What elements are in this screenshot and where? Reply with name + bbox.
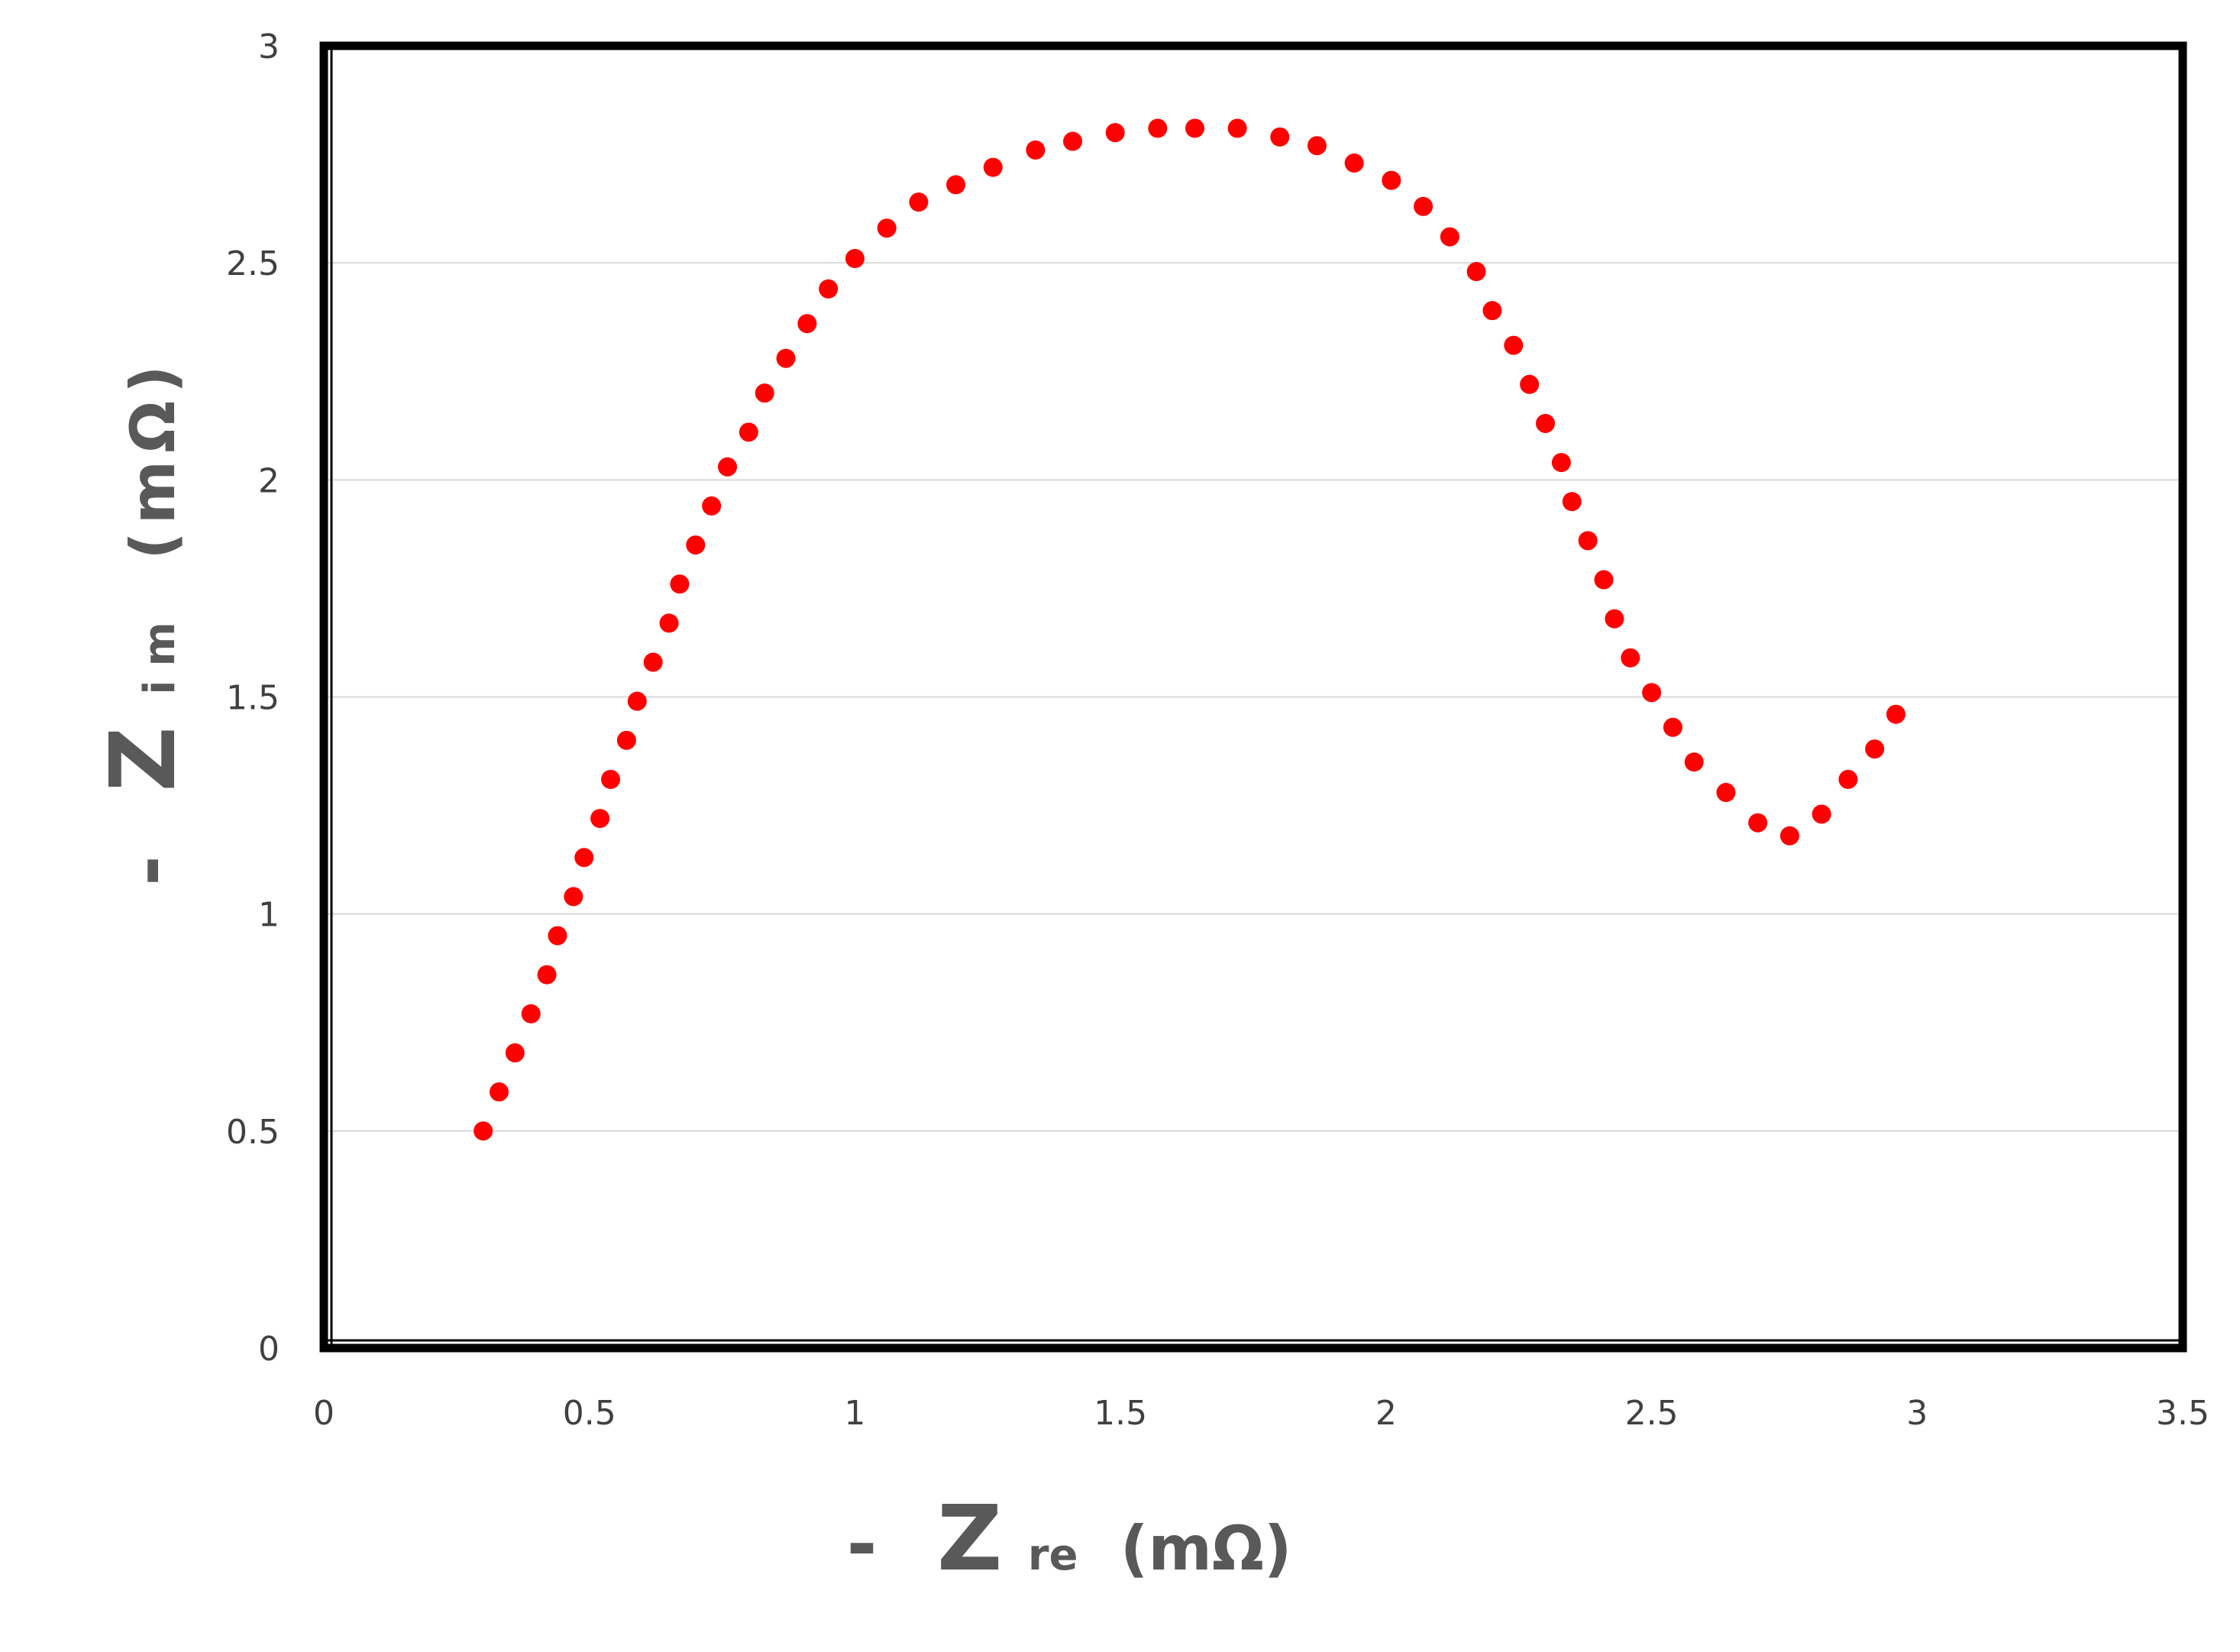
y-tick-label: 0 bbox=[258, 1330, 280, 1369]
y-tick-label: 2.5 bbox=[226, 244, 280, 283]
data-point bbox=[1621, 648, 1640, 668]
data-point bbox=[1886, 704, 1905, 724]
data-point bbox=[739, 422, 758, 442]
x-tick-label: 0.5 bbox=[563, 1394, 616, 1433]
data-point bbox=[1779, 826, 1799, 845]
data-point bbox=[1838, 769, 1858, 789]
data-point bbox=[590, 809, 610, 829]
y-tick-label: 1.5 bbox=[226, 679, 280, 718]
data-point bbox=[1520, 374, 1540, 394]
y-axis-title: - Z im (mΩ) bbox=[90, 357, 196, 886]
data-point bbox=[670, 574, 690, 594]
data-point bbox=[521, 1004, 541, 1023]
data-point bbox=[946, 175, 966, 195]
data-point bbox=[564, 887, 583, 907]
x-axis-title-prefix: - bbox=[847, 1502, 878, 1587]
y-tick-label: 1 bbox=[258, 896, 280, 935]
data-point bbox=[1684, 752, 1704, 772]
data-point bbox=[909, 192, 929, 212]
data-point bbox=[877, 218, 897, 238]
data-point bbox=[755, 383, 774, 403]
data-point bbox=[1578, 531, 1598, 551]
x-tick-label: 1 bbox=[844, 1394, 865, 1433]
data-point bbox=[1466, 262, 1486, 282]
y-axis-ticks: 0 0.5 1 1.5 2 2.5 3 bbox=[226, 27, 280, 1369]
data-point bbox=[1504, 335, 1524, 355]
data-point bbox=[574, 848, 594, 868]
data-point bbox=[489, 1082, 509, 1102]
data-point bbox=[686, 535, 706, 555]
data-point bbox=[1440, 227, 1459, 247]
y-axis-title-subscript: im bbox=[135, 608, 185, 695]
data-point bbox=[797, 314, 817, 334]
data-point bbox=[1663, 717, 1682, 737]
y-axis-title-symbol: Z bbox=[90, 726, 196, 792]
data-point bbox=[1344, 153, 1364, 173]
x-axis-title-subscript: re bbox=[1028, 1531, 1078, 1580]
data-point bbox=[718, 457, 738, 477]
x-axis-title-unit: (mΩ) bbox=[1120, 1513, 1292, 1584]
x-axis-ticks: 0 0.5 1 1.5 2 2.5 3 3.5 bbox=[313, 1394, 2209, 1433]
plot-frame bbox=[319, 41, 2187, 1353]
plot-border bbox=[319, 41, 2187, 1353]
data-point bbox=[1642, 683, 1662, 703]
x-tick-label: 3 bbox=[1906, 1394, 1928, 1433]
data-point bbox=[1307, 136, 1327, 156]
data-point bbox=[1865, 739, 1885, 759]
data-point bbox=[1227, 118, 1247, 138]
data-point bbox=[616, 730, 636, 750]
data-points bbox=[474, 118, 1905, 1141]
data-point bbox=[702, 496, 722, 516]
y-tick-label: 3 bbox=[258, 27, 280, 66]
data-point bbox=[845, 248, 865, 268]
data-point bbox=[819, 279, 839, 299]
data-point bbox=[1551, 453, 1571, 473]
x-axis-title: - Z re (mΩ) bbox=[847, 1486, 1292, 1591]
data-point bbox=[1716, 783, 1736, 803]
data-point bbox=[1026, 140, 1046, 160]
data-point bbox=[548, 926, 567, 946]
data-point bbox=[983, 157, 1003, 177]
data-point bbox=[1382, 170, 1401, 190]
y-axis-title-unit: (mΩ) bbox=[118, 357, 189, 560]
x-tick-label: 2 bbox=[1375, 1394, 1397, 1433]
data-point bbox=[1605, 609, 1624, 629]
data-point bbox=[1482, 301, 1502, 321]
data-point bbox=[505, 1043, 525, 1063]
data-point bbox=[1748, 813, 1768, 832]
data-point bbox=[1594, 570, 1614, 590]
data-point bbox=[776, 348, 796, 368]
y-tick-label: 2 bbox=[258, 461, 280, 500]
data-point bbox=[1562, 492, 1582, 512]
data-point bbox=[1414, 196, 1434, 216]
data-point bbox=[474, 1121, 493, 1141]
x-tick-label: 1.5 bbox=[1094, 1394, 1147, 1433]
data-point bbox=[1063, 131, 1083, 151]
data-point bbox=[537, 965, 557, 984]
y-axis-title-prefix: - bbox=[106, 855, 192, 886]
x-axis-title-symbol: Z bbox=[937, 1486, 1003, 1591]
data-point bbox=[1270, 127, 1290, 147]
data-point bbox=[1185, 118, 1205, 138]
x-tick-label: 2.5 bbox=[1625, 1394, 1679, 1433]
data-point bbox=[659, 613, 679, 633]
y-tick-label: 0.5 bbox=[226, 1113, 280, 1152]
x-tick-label: 0 bbox=[313, 1394, 335, 1433]
gridlines bbox=[324, 262, 2183, 1132]
data-point bbox=[1105, 123, 1125, 143]
data-point bbox=[1812, 804, 1831, 824]
x-tick-label: 3.5 bbox=[2156, 1394, 2209, 1433]
data-point bbox=[627, 691, 647, 711]
data-point bbox=[643, 652, 663, 672]
data-point bbox=[1535, 413, 1555, 433]
data-point bbox=[1148, 118, 1168, 138]
data-point bbox=[601, 769, 621, 789]
